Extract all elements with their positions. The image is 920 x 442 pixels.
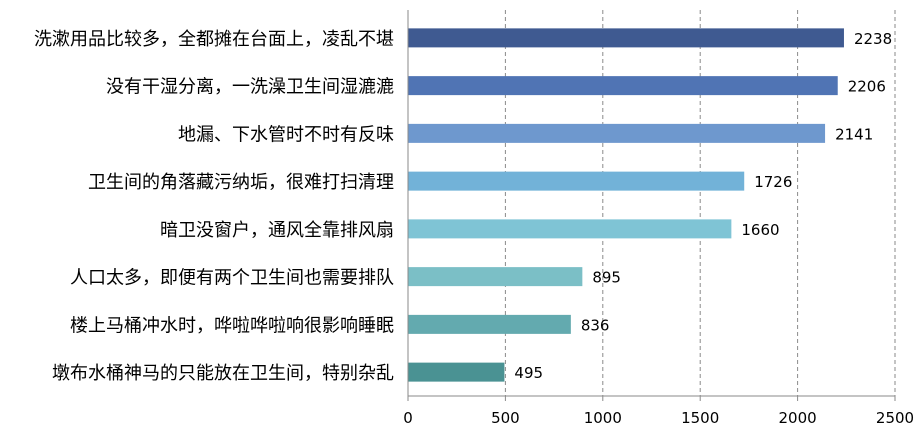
category-label: 卫生间的角落藏污纳垢，很难打扫清理: [88, 172, 394, 193]
gridlines: [504, 10, 896, 396]
data-label: 836: [581, 316, 610, 334]
x-tick-label: 2000: [779, 409, 817, 427]
category-label: 地漏、下水管时不时有反味: [178, 124, 394, 145]
bar: [408, 123, 826, 143]
x-tick-label: 1500: [681, 409, 719, 427]
category-label: 楼上马桶冲水时，哗啦哗啦响很影响睡眠: [70, 315, 394, 336]
bar: [408, 28, 844, 48]
bars: [408, 28, 844, 382]
data-label: 495: [514, 364, 543, 382]
data-label: 2238: [854, 30, 892, 48]
data-label: 1660: [741, 221, 779, 239]
category-labels: 洗漱用品比较多，全都摊在台面上，凌乱不堪没有干湿分离，一洗澡卫生间湿漉漉地漏、下…: [34, 29, 394, 384]
category-label: 没有干湿分离，一洗澡卫生间湿漉漉: [106, 77, 394, 98]
x-tick-label: 500: [491, 409, 520, 427]
x-tick-label: 0: [403, 409, 413, 427]
data-label: 895: [592, 269, 621, 287]
x-axis: 0 500 1000 1500 2000 2500: [403, 10, 914, 427]
bar: [408, 76, 838, 96]
category-label: 洗漱用品比较多，全都摊在台面上，凌乱不堪: [34, 29, 394, 50]
x-tick-label: 1000: [584, 409, 622, 427]
bar: [408, 267, 583, 287]
bar: [408, 171, 745, 191]
x-tick-label: 2500: [876, 409, 914, 427]
category-label: 人口太多，即便有两个卫生间也需要排队: [70, 268, 394, 289]
category-label: 墩布水桶神马的只能放在卫生间，特别杂乱: [52, 363, 394, 384]
data-labels: 2238 2206 2141 1726 1660 895 836 495: [514, 30, 892, 382]
bar: [408, 362, 505, 382]
category-label: 暗卫没窗户，通风全靠排风扇: [160, 220, 394, 241]
data-label: 1726: [754, 173, 792, 191]
data-label: 2141: [835, 125, 873, 143]
bar: [408, 314, 571, 334]
bar: [408, 219, 732, 239]
data-label: 2206: [848, 78, 886, 96]
